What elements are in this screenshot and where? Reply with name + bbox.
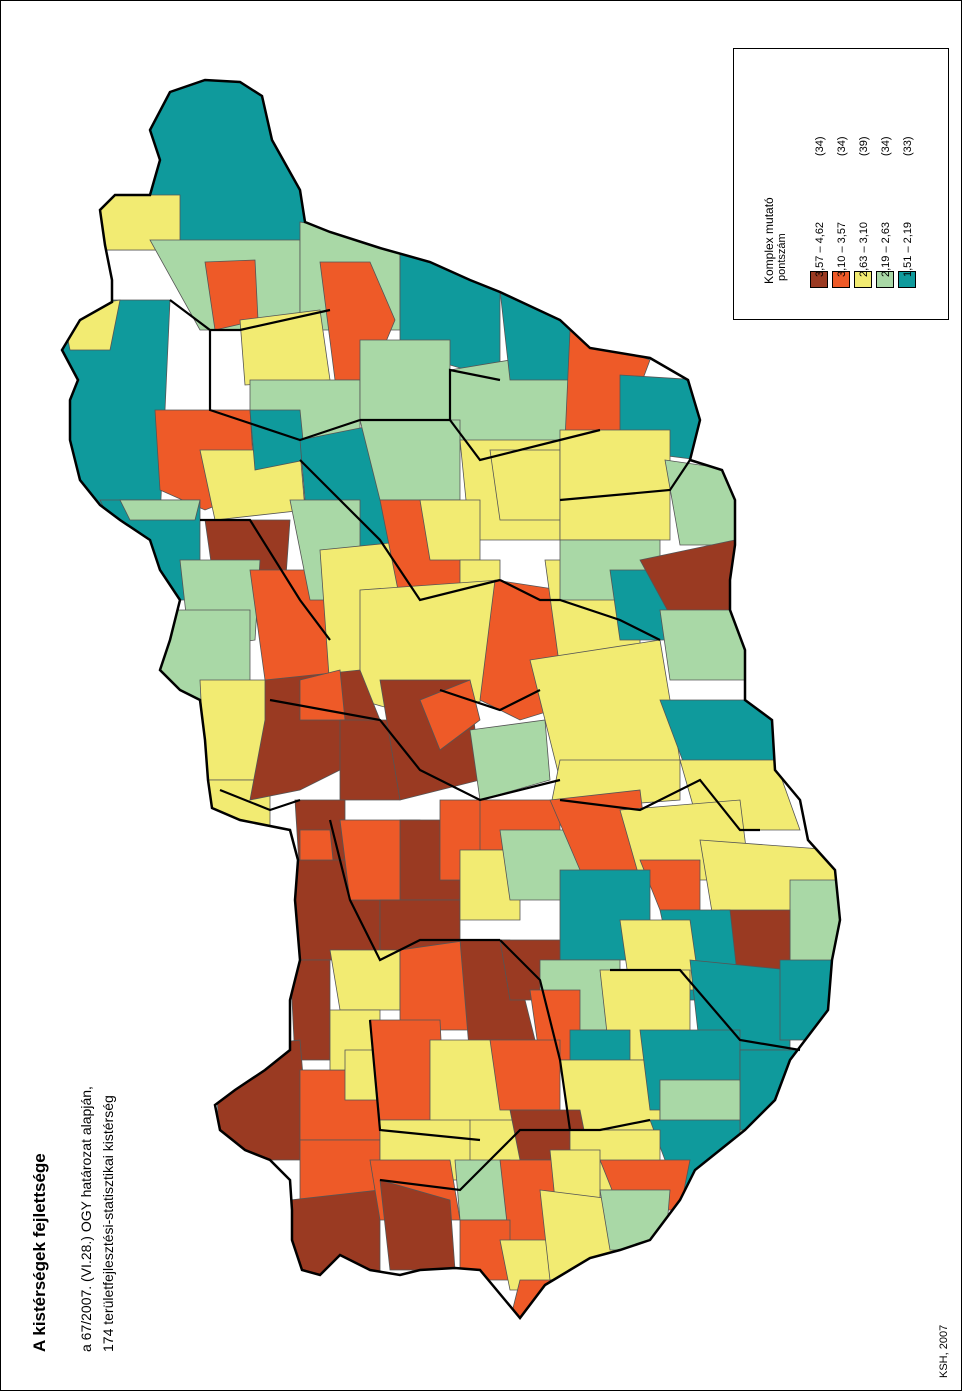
legend-range: 2,19 – 2,63	[880, 221, 892, 277]
legend-subtitle: pontszám	[776, 233, 788, 281]
legend-count: (34)	[836, 136, 848, 156]
map-title: A kistérségek fejlettsége	[30, 1153, 49, 1352]
legend-range: 3,57 – 4,62	[814, 221, 826, 277]
map-subtitle-line2: 174 területfejlesztési-statisztikai kist…	[100, 1095, 116, 1352]
legend-count: (34)	[814, 136, 826, 156]
legend-swatch	[854, 271, 872, 288]
source-note: KSH, 2007	[938, 1324, 950, 1378]
legend-count: (39)	[858, 136, 870, 156]
legend-swatch	[876, 271, 894, 288]
map-subtitle-line1: a 67/2007. (VI.28.) OGY határozat alapjá…	[78, 1086, 94, 1352]
legend-swatch	[810, 271, 828, 288]
legend-range: 1,51 – 2,19	[902, 221, 914, 277]
map-legend: Komplex mutató pontszám 3,57 – 4,62 3,10…	[733, 48, 949, 320]
legend-range: 3,10 – 3,57	[836, 221, 848, 277]
legend-swatch	[832, 271, 850, 288]
legend-count: (33)	[902, 136, 914, 156]
legend-count: (34)	[880, 136, 892, 156]
legend-range: 2,63 – 3,10	[858, 221, 870, 277]
legend-title: Komplex mutató	[762, 197, 776, 284]
legend-swatch	[898, 271, 916, 288]
